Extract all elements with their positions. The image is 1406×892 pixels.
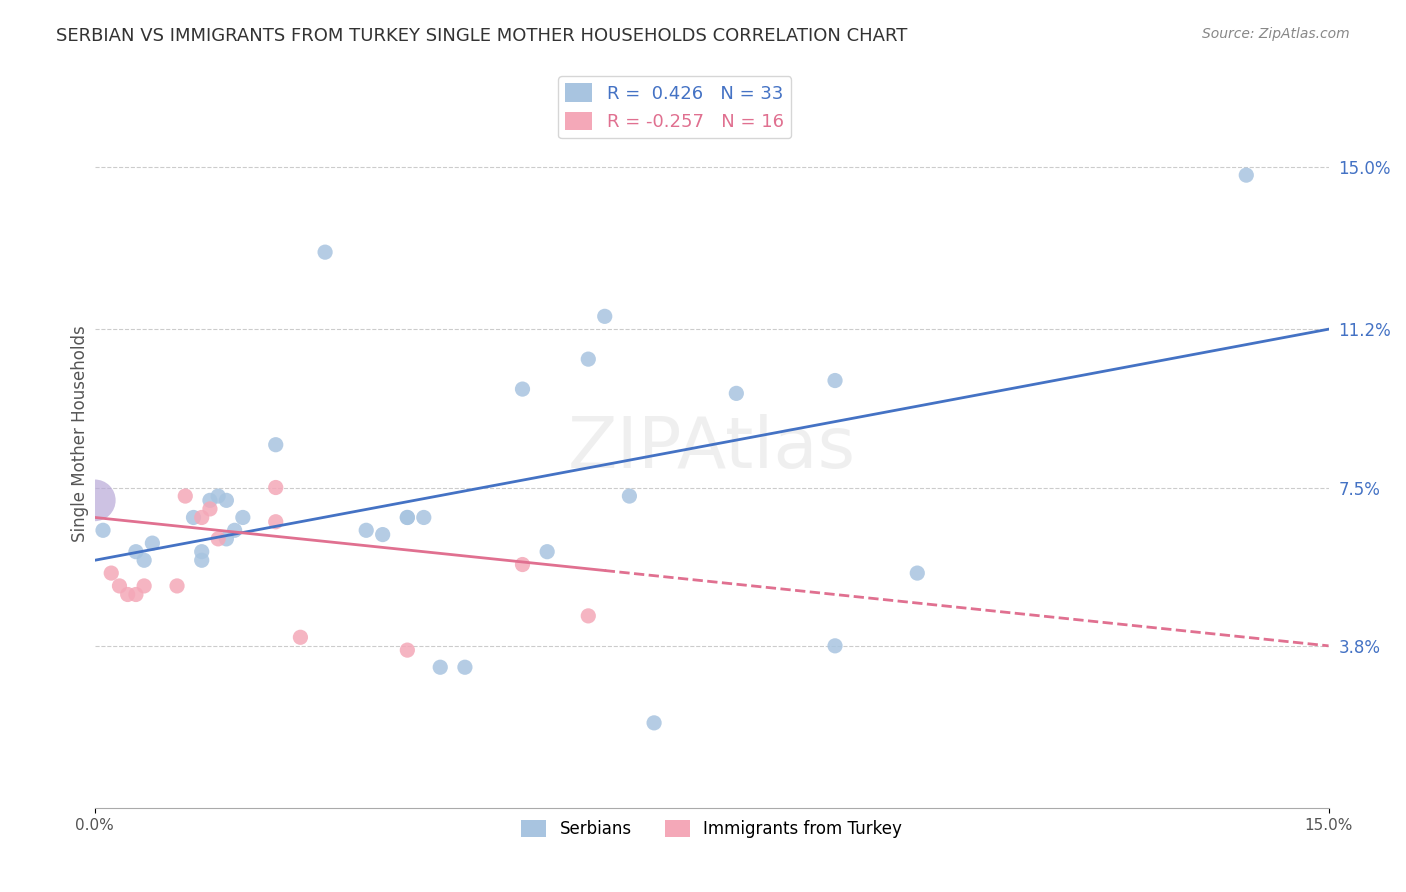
Point bbox=[576, 352, 599, 367]
Point bbox=[454, 660, 477, 674]
Point bbox=[593, 310, 616, 324]
Point bbox=[174, 489, 197, 503]
Point bbox=[215, 532, 238, 546]
Point bbox=[290, 630, 312, 644]
Point bbox=[83, 493, 105, 508]
Point bbox=[207, 489, 229, 503]
Point bbox=[643, 715, 665, 730]
Point bbox=[536, 544, 558, 558]
Point bbox=[619, 489, 641, 503]
Point bbox=[215, 493, 238, 508]
Point bbox=[183, 510, 205, 524]
Point bbox=[190, 544, 212, 558]
Point bbox=[824, 374, 846, 388]
Point bbox=[905, 566, 928, 580]
Point bbox=[141, 536, 163, 550]
Point bbox=[1234, 168, 1257, 182]
Point bbox=[232, 510, 254, 524]
Point bbox=[190, 510, 212, 524]
Y-axis label: Single Mother Households: Single Mother Households bbox=[72, 326, 89, 542]
Point bbox=[134, 553, 156, 567]
Point bbox=[125, 587, 148, 601]
Point bbox=[396, 510, 419, 524]
Point bbox=[264, 481, 287, 495]
Point bbox=[396, 643, 419, 657]
Point bbox=[264, 438, 287, 452]
Point bbox=[166, 579, 188, 593]
Point bbox=[576, 608, 599, 623]
Point bbox=[134, 579, 156, 593]
Point bbox=[512, 382, 534, 396]
Point bbox=[100, 566, 122, 580]
Point bbox=[429, 660, 451, 674]
Point bbox=[224, 524, 246, 538]
Point bbox=[512, 558, 534, 572]
Point bbox=[396, 510, 419, 524]
Text: ZIPAtlas: ZIPAtlas bbox=[568, 415, 856, 483]
Point bbox=[264, 515, 287, 529]
Point bbox=[198, 502, 221, 516]
Point bbox=[190, 553, 212, 567]
Point bbox=[108, 579, 131, 593]
Point bbox=[207, 532, 229, 546]
Point bbox=[117, 587, 139, 601]
Point bbox=[725, 386, 748, 401]
Point bbox=[125, 544, 148, 558]
Point bbox=[198, 493, 221, 508]
Point bbox=[371, 527, 394, 541]
Point bbox=[412, 510, 434, 524]
Point bbox=[354, 524, 377, 538]
Legend: Serbians, Immigrants from Turkey: Serbians, Immigrants from Turkey bbox=[515, 814, 908, 845]
Text: Source: ZipAtlas.com: Source: ZipAtlas.com bbox=[1202, 27, 1350, 41]
Point bbox=[314, 245, 336, 260]
Point bbox=[91, 524, 114, 538]
Point bbox=[824, 639, 846, 653]
Text: SERBIAN VS IMMIGRANTS FROM TURKEY SINGLE MOTHER HOUSEHOLDS CORRELATION CHART: SERBIAN VS IMMIGRANTS FROM TURKEY SINGLE… bbox=[56, 27, 908, 45]
